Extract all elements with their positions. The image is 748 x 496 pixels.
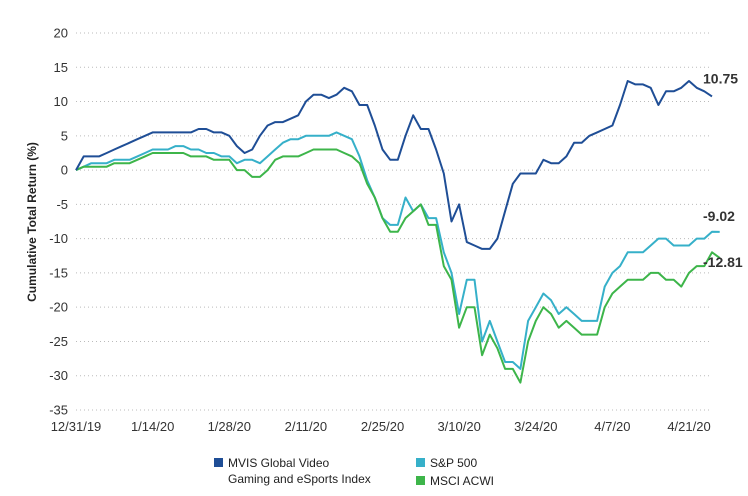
end-labels: 10.75 -9.02 -12.81 [703, 70, 743, 269]
series-line-2 [75, 148, 721, 384]
x-tick-label: 1/14/20 [131, 419, 174, 434]
x-tick-label: 1/28/20 [208, 419, 251, 434]
x-tick-label: 4/7/20 [594, 419, 630, 434]
legend-swatch-0 [214, 458, 223, 467]
y-axis-ticks: 20 15 10 5 0 -5 -10 -15 -20 -25 -30 -35 [49, 26, 68, 418]
x-tick-label: 2/11/20 [285, 419, 327, 434]
y-tick-label: -35 [49, 403, 68, 418]
end-label-2: -12.81 [703, 254, 743, 270]
y-tick-label: 20 [54, 26, 68, 41]
legend-label-0: MVIS Global Video Gaming and eSports Inde… [228, 456, 371, 486]
y-tick-label: -10 [49, 231, 68, 246]
y-tick-label: 5 [61, 128, 68, 143]
x-tick-label: 4/21/20 [667, 419, 710, 434]
y-tick-label: -25 [49, 334, 68, 349]
y-tick-label: -30 [49, 368, 68, 383]
y-tick-label: -5 [56, 197, 68, 212]
y-tick-label: -15 [49, 265, 68, 280]
series-line-1 [75, 131, 720, 370]
legend-label-2: MSCI ACWI [430, 474, 494, 488]
end-label-1: -9.02 [703, 208, 735, 224]
series-lines [75, 80, 721, 384]
grid-lines [76, 32, 712, 411]
x-tick-label: 3/24/20 [514, 419, 557, 434]
y-axis-title: Cumulative Total Return (%) [25, 142, 39, 302]
y-tick-label: 15 [54, 60, 68, 75]
y-tick-label: 0 [61, 163, 68, 178]
x-axis-ticks: 12/31/19 1/14/20 1/28/20 2/11/20 2/25/20 3/10… [51, 419, 711, 434]
y-tick-label: -20 [49, 300, 68, 315]
legend: MVIS Global Video Gaming and eSports Inde… [214, 456, 494, 488]
legend-swatch-1 [416, 458, 425, 467]
legend-label-1: S&P 500 [430, 456, 477, 470]
x-tick-label: 2/25/20 [361, 419, 404, 434]
x-tick-label: 12/31/19 [51, 419, 102, 434]
end-label-0: 10.75 [703, 70, 738, 86]
x-tick-label: 3/10/20 [437, 419, 480, 434]
legend-swatch-2 [416, 476, 425, 485]
y-tick-label: 10 [54, 94, 68, 109]
series-line-0 [75, 80, 713, 250]
